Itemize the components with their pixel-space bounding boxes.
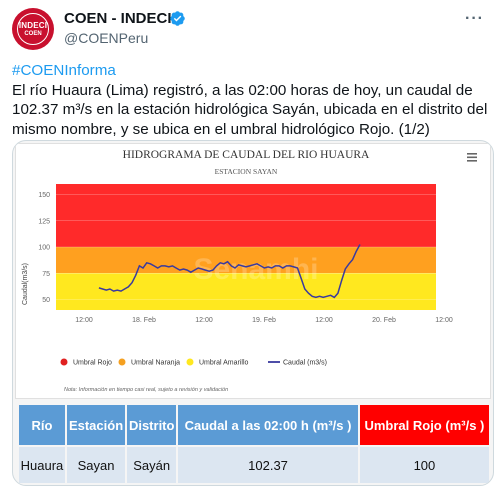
y-tick-label: 75 xyxy=(42,271,50,278)
chart-svg: HIDROGRAMA DE CAUDAL DEL RIO HUAURA ESTA… xyxy=(22,149,477,393)
table-header-row: Río Estación Distrito Caudal a las 02:00… xyxy=(19,405,489,445)
legend-label: Umbral Rojo xyxy=(73,360,112,367)
y-tick-label: 50 xyxy=(42,297,50,304)
y-tick-label: 150 xyxy=(38,192,50,199)
legend-label: Umbral Amarillo xyxy=(199,360,249,367)
chart-watermark: Senamhi xyxy=(193,253,318,286)
y-tick-labels: 50 75 100 125 150 xyxy=(38,192,50,304)
cell-umbral: 100 xyxy=(359,447,489,483)
band-umbral-naranja xyxy=(56,247,436,274)
cell-estacion: Sayan xyxy=(66,447,126,483)
legend-label: Caudal (m3/s) xyxy=(283,360,327,367)
chart-note: Nota: Información en tiempo casi real, s… xyxy=(64,387,228,393)
legend-label: Umbral Naranja xyxy=(131,360,180,367)
header-umbral-rojo: Umbral Rojo (m³/s ) xyxy=(359,405,489,445)
tweet-text: #COENInforma El río Huaura (Lima) regist… xyxy=(12,61,496,139)
chart-title: HIDROGRAMA DE CAUDAL DEL RIO HUAURA xyxy=(123,149,370,161)
hydrograph-chart: HIDROGRAMA DE CAUDAL DEL RIO HUAURA ESTA… xyxy=(15,143,491,399)
y-tick-label: 100 xyxy=(38,245,50,252)
legend-marker xyxy=(186,358,194,366)
legend-marker xyxy=(60,358,68,366)
chart-legend: Umbral Rojo Umbral Naranja Umbral Amarillo… xyxy=(60,358,327,367)
account-handle[interactable]: @COENPeru xyxy=(64,30,149,46)
series-line-caudal xyxy=(98,244,361,299)
threshold-bands xyxy=(56,184,436,310)
y-tick-label: 125 xyxy=(38,218,50,225)
avatar[interactable]: INDECI COEN xyxy=(12,8,54,50)
hashtag-link[interactable]: #COENInforma xyxy=(12,62,116,79)
header-estacion: Estación xyxy=(66,405,126,445)
menu-icon[interactable] xyxy=(467,153,477,162)
header-distrito: Distrito xyxy=(127,405,177,445)
avatar-ring xyxy=(17,13,49,45)
avatar-text-top: INDECI xyxy=(18,21,48,30)
header-rio: Río xyxy=(19,405,65,445)
y-axis-label: Caudal(m3/s) xyxy=(22,263,29,305)
avatar-text-bottom: COEN xyxy=(24,31,42,37)
chart-subtitle: ESTACION SAYAN xyxy=(215,167,278,176)
cell-rio: Huaura xyxy=(19,447,65,483)
x-tick-label: 20. Feb xyxy=(372,317,396,324)
cell-distrito: Sayán xyxy=(127,447,177,483)
x-tick-label: 12:00 xyxy=(435,317,453,324)
cell-caudal: 102.37 xyxy=(178,447,358,483)
chart-grid xyxy=(56,194,436,300)
band-umbral-amarillo xyxy=(56,273,436,310)
x-tick-label: 12:00 xyxy=(315,317,333,324)
legend-marker xyxy=(118,358,126,366)
header-caudal: Caudal a las 02:00 h (m³/s ) xyxy=(178,405,358,445)
table-row: Huaura Sayan Sayán 102.37 100 xyxy=(19,447,489,483)
tweet-media[interactable]: HIDROGRAMA DE CAUDAL DEL RIO HUAURA ESTA… xyxy=(12,140,494,486)
tweet-body: El río Huaura (Lima) registró, a las 02:… xyxy=(12,81,488,138)
series-layer xyxy=(98,244,361,299)
more-options-icon[interactable]: ··· xyxy=(465,10,484,27)
summary-table: Río Estación Distrito Caudal a las 02:00… xyxy=(17,403,491,485)
x-tick-label: 19. Feb xyxy=(252,317,276,324)
verified-badge-icon xyxy=(170,11,185,26)
x-tick-labels: 12:00 18. Feb 12:00 19. Feb 12:00 20. Feb 12:0… xyxy=(75,317,453,324)
x-tick-label: 12:00 xyxy=(75,317,93,324)
x-tick-label: 12:00 xyxy=(195,317,213,324)
account-name[interactable]: COEN - INDECI xyxy=(64,10,172,27)
band-umbral-rojo xyxy=(56,184,436,247)
x-tick-label: 18. Feb xyxy=(132,317,156,324)
tweet-header: INDECI COEN COEN - INDECI @COENPeru ··· xyxy=(12,8,488,54)
